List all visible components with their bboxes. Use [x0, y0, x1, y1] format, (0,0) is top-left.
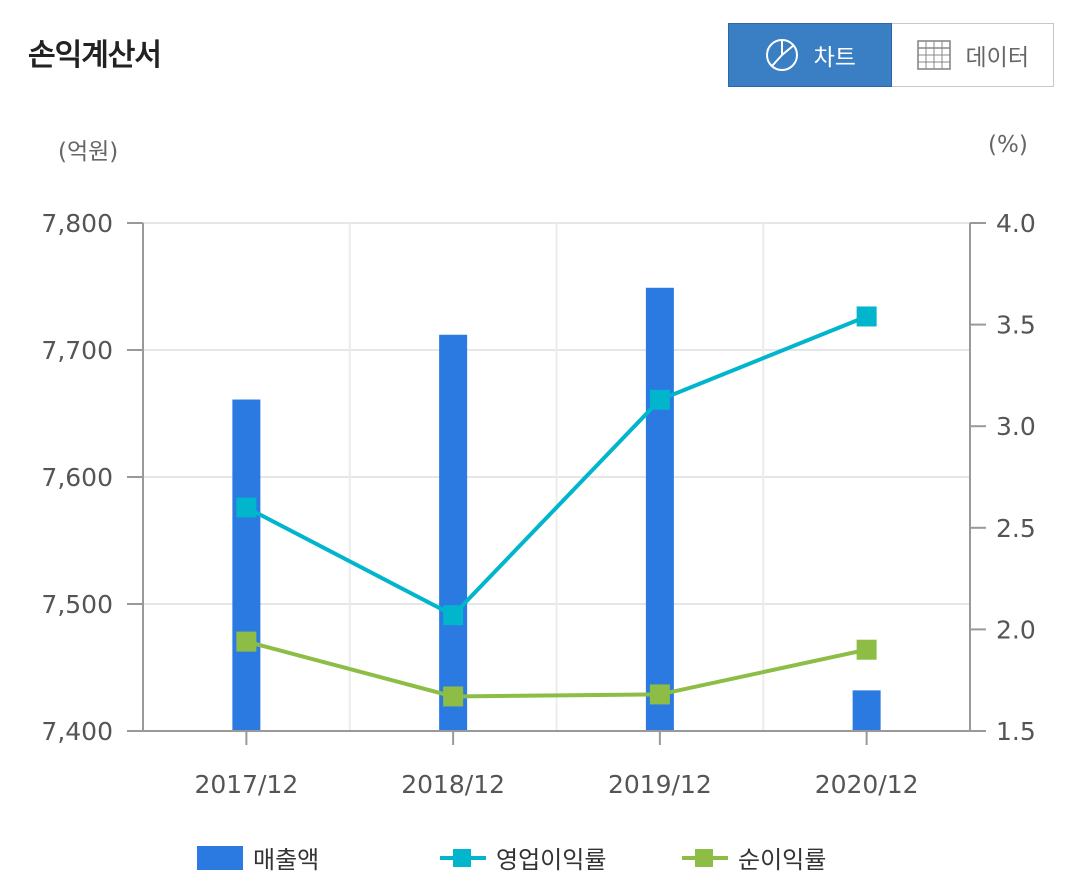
point-net-margin: [443, 686, 464, 707]
bar-revenue: [645, 287, 674, 731]
right-axis-unit: (%): [988, 132, 1028, 158]
right-tick-label: 4.0: [996, 209, 1036, 238]
left-tick-label: 7,500: [41, 590, 113, 619]
chart-tab-button[interactable]: 차트: [728, 23, 892, 87]
legend-item-operating-margin[interactable]: 영업이익률: [440, 840, 606, 875]
chart-tab-label: 차트: [813, 45, 856, 71]
right-tick-label: 1.5: [996, 717, 1036, 746]
legend-item-revenue[interactable]: 매출액: [197, 840, 319, 875]
point-operating-margin: [236, 497, 257, 518]
right-tick-label: 3.5: [996, 311, 1036, 340]
income-statement-chart: 7,800 7,700 7,600 7,500 7,400 4.0 3.5 3.0 2.5 2.0…: [41, 209, 1036, 799]
point-net-margin: [236, 631, 257, 652]
point-operating-margin: [856, 306, 877, 327]
point-operating-margin: [649, 389, 670, 410]
page-title: 손익계산서: [28, 38, 162, 73]
left-tick-label: 7,700: [41, 336, 113, 365]
point-net-margin: [649, 684, 670, 705]
view-toggle: 차트 데이터: [728, 23, 1054, 87]
legend-revenue-label: 매출액: [253, 846, 320, 874]
line-net-margin: [245, 639, 868, 699]
data-tab-button[interactable]: 데이터: [891, 24, 1053, 86]
legend-item-net-margin[interactable]: 순이익률: [682, 840, 826, 875]
legend-revenue-swatch: [197, 845, 243, 870]
x-tick-label: 2019/12: [608, 770, 712, 799]
legend-operating-label: 영업이익률: [496, 846, 607, 874]
point-operating-margin: [443, 605, 464, 626]
x-tick-label: 2017/12: [194, 770, 298, 799]
left-tick-label: 7,400: [41, 717, 113, 746]
right-tick-label: 2.5: [996, 514, 1036, 543]
right-tick-label: 2.0: [996, 615, 1036, 644]
pie-chart-icon: [765, 39, 798, 71]
left-axis-unit: (억원): [58, 139, 119, 165]
legend-net-swatch: [682, 846, 728, 870]
left-tick-label: 7,600: [41, 463, 113, 492]
legend-operating-swatch: [440, 846, 486, 870]
legend-net-label: 순이익률: [738, 846, 827, 874]
table-grid-icon: [916, 40, 951, 70]
point-net-margin: [856, 639, 877, 660]
right-tick-label: 3.0: [996, 412, 1036, 441]
left-tick-label: 7,800: [41, 209, 113, 238]
bar-revenue: [232, 399, 261, 731]
data-tab-label: 데이터: [965, 45, 1029, 71]
x-tick-label: 2018/12: [401, 770, 505, 799]
bar-revenue: [439, 334, 468, 731]
line-operating-margin: [245, 314, 868, 618]
x-tick-label: 2020/12: [815, 770, 919, 799]
bar-revenue: [852, 690, 881, 731]
chart-legend: 매출액 영업이익률 순이익률: [0, 840, 1080, 876]
